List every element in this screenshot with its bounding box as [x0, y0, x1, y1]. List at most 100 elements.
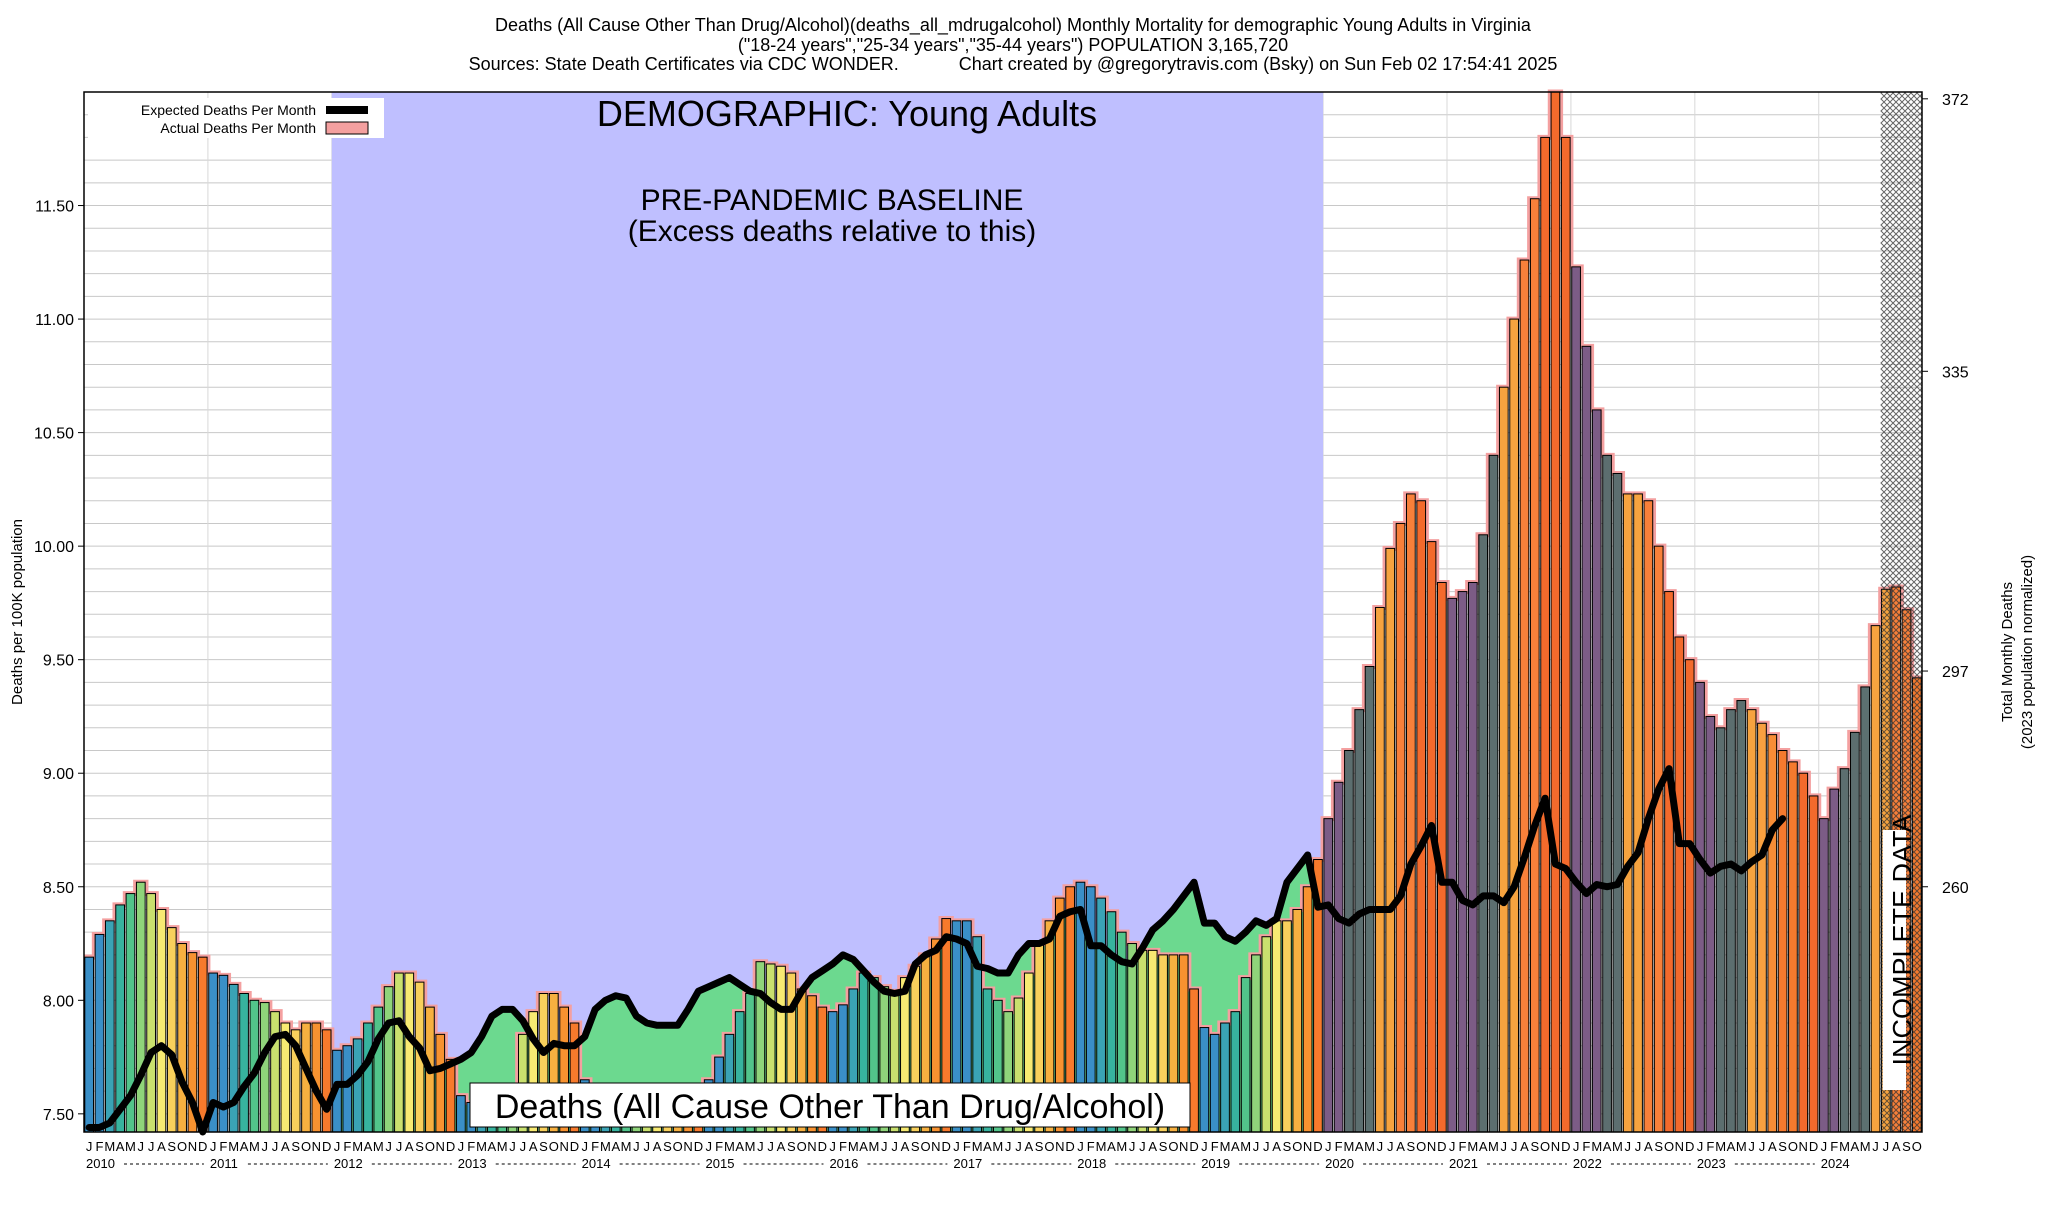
x-month-label: A [1520, 1139, 1529, 1154]
x-month-label: A [1024, 1139, 1033, 1154]
x-month-label: J [1449, 1139, 1456, 1154]
x-month-label: N [1551, 1139, 1560, 1154]
y-right-axis-label-2: (2023 population normalized) [2019, 555, 2036, 749]
x-month-label: A [1851, 1139, 1860, 1154]
actual-bar [115, 904, 126, 1133]
x-month-label: A [901, 1139, 910, 1154]
y-tick-label: 7.50 [43, 1107, 74, 1124]
x-month-label: O [425, 1139, 435, 1154]
y-tick-label: 9.00 [43, 766, 74, 783]
x-month-label: S [1035, 1139, 1044, 1154]
x-month-label: D [1065, 1139, 1074, 1154]
actual-bar [197, 956, 208, 1133]
x-month-label: J [138, 1139, 145, 1154]
x-month-label: M [1612, 1139, 1623, 1154]
x-month-label: S [1283, 1139, 1292, 1154]
incomplete-data-label: INCOMPLETE DATA [1887, 814, 1917, 1065]
x-month-label: J [509, 1139, 516, 1154]
x-month-label: J [334, 1139, 341, 1154]
x-month-label: M [1715, 1139, 1726, 1154]
legend-expected-label: Expected Deaths Per Month [141, 102, 316, 118]
x-month-label: A [735, 1139, 744, 1154]
x-month-label: J [1325, 1139, 1332, 1154]
actual-bar [1189, 988, 1199, 1133]
x-month-label: A [1396, 1139, 1405, 1154]
x-month-label: M [600, 1139, 611, 1154]
x-month-label: D [322, 1139, 331, 1154]
x-year-label: 2019 [1201, 1156, 1230, 1171]
actual-bar [1199, 1027, 1210, 1133]
x-month-label: D [1437, 1139, 1446, 1154]
x-month-label: O [301, 1139, 311, 1154]
x-month-label: O [1664, 1139, 1674, 1154]
x-month-label: A [157, 1139, 166, 1154]
x-month-label: A [983, 1139, 992, 1154]
actual-bar [1705, 715, 1716, 1133]
x-month-label: J [644, 1139, 651, 1154]
x-month-label: N [1303, 1139, 1312, 1154]
x-month-label: F [591, 1139, 599, 1154]
actual-bar [1230, 1011, 1241, 1133]
y-tick-label: 8.00 [43, 993, 74, 1010]
x-year-label: 2018 [1077, 1156, 1106, 1171]
x-month-label: F [343, 1139, 351, 1154]
x-month-label: A [1727, 1139, 1736, 1154]
actual-bar [1406, 493, 1416, 1133]
actual-bar [239, 992, 249, 1133]
x-month-label: M [476, 1139, 487, 1154]
x-month-label: J [1635, 1139, 1642, 1154]
x-month-label: J [1573, 1139, 1580, 1154]
x-month-label: J [1821, 1139, 1828, 1154]
x-month-label: S [1407, 1139, 1416, 1154]
y-tick-label: 9.50 [43, 653, 74, 670]
actual-bar [135, 881, 146, 1133]
actual-bar [435, 1033, 446, 1133]
x-month-label: M [228, 1139, 239, 1154]
x-month-label: N [188, 1139, 197, 1154]
x-month-label: N [1799, 1139, 1808, 1154]
actual-bar [1695, 681, 1705, 1133]
x-month-label: O [1540, 1139, 1550, 1154]
x-month-label: A [1603, 1139, 1612, 1154]
x-month-label: M [848, 1139, 859, 1154]
x-month-label: S [787, 1139, 796, 1154]
x-year-label: 2014 [582, 1156, 611, 1171]
actual-bar [1416, 500, 1427, 1133]
x-month-label: A [1892, 1139, 1901, 1154]
x-month-label: J [705, 1139, 712, 1154]
actual-bar [404, 972, 415, 1133]
actual-bar [352, 1038, 363, 1133]
x-month-label: F [1582, 1139, 1590, 1154]
actual-bar [1746, 709, 1757, 1133]
actual-bar [383, 986, 394, 1133]
x-month-label: A [1479, 1139, 1488, 1154]
x-month-label: J [1129, 1139, 1136, 1154]
incomplete-region: INCOMPLETE DATA [1880, 92, 1922, 1132]
x-month-label: F [1830, 1139, 1838, 1154]
y-right-tick-label: 372 [1942, 92, 1969, 109]
actual-bar [1571, 266, 1581, 1133]
actual-bar [177, 943, 187, 1133]
x-month-label: S [1159, 1139, 1168, 1154]
actual-bar [228, 983, 239, 1133]
x-year-label: 2012 [334, 1156, 363, 1171]
x-month-label: N [807, 1139, 816, 1154]
actual-bar [1271, 920, 1282, 1133]
actual-bar [1519, 259, 1530, 1133]
x-month-label: J [1377, 1139, 1384, 1154]
x-month-label: S [539, 1139, 548, 1154]
x-month-label: S [291, 1139, 300, 1154]
chart-header: Deaths (All Cause Other Than Drug/Alcoho… [469, 15, 1558, 74]
x-month-label: O [177, 1139, 187, 1154]
actual-bar [342, 1045, 353, 1133]
x-month-label: J [1387, 1139, 1394, 1154]
x-month-label: J [396, 1139, 403, 1154]
x-month-label: O [1292, 1139, 1302, 1154]
x-year-label: 2022 [1573, 1156, 1602, 1171]
actual-bar [1581, 345, 1592, 1133]
demographic-label: DEMOGRAPHIC: Young Adults [597, 93, 1097, 134]
x-month-label: J [1263, 1139, 1270, 1154]
x-month-label: D [1809, 1139, 1818, 1154]
x-month-label: N [1675, 1139, 1684, 1154]
actual-bar [1715, 727, 1726, 1133]
